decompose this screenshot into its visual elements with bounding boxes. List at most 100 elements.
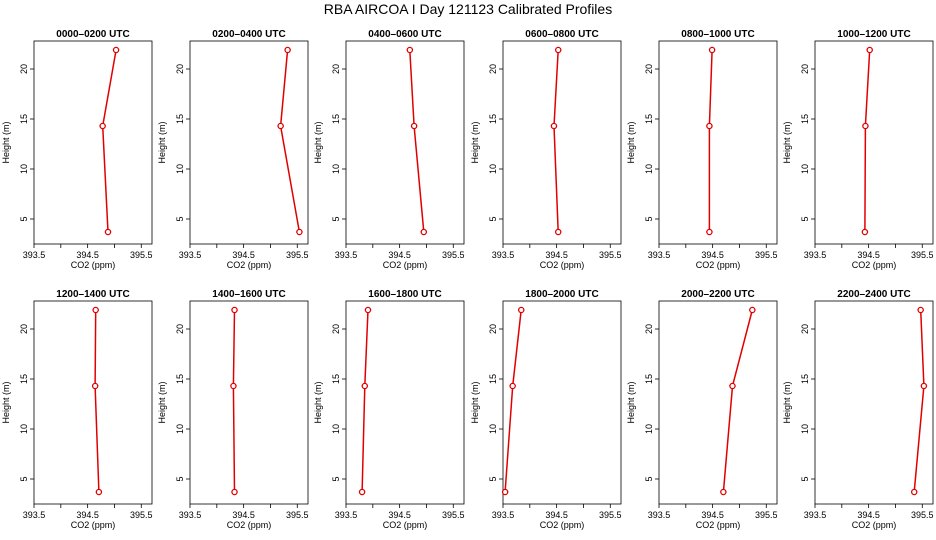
y-axis-label: Height (m) (313, 121, 323, 163)
data-point (509, 382, 516, 390)
panel-title: 0000–0200 UTC (56, 29, 129, 40)
y-tick-label: 20 (331, 64, 341, 74)
x-tick-label: 394.5 (76, 250, 99, 260)
x-axis-label: CO2 (ppm) (696, 260, 741, 270)
profile-line (101, 49, 117, 233)
y-tick-label: 5 (19, 216, 29, 221)
y-tick-label: 15 (644, 374, 654, 384)
y-tick-label: 10 (19, 424, 29, 434)
y-tick-label: 20 (488, 64, 498, 74)
y-tick-label: 15 (800, 114, 810, 124)
data-point (861, 228, 869, 236)
x-tick-label: 393.5 (492, 510, 515, 520)
y-tick-label: 20 (19, 324, 29, 334)
y-axis-label: Height (m) (1, 121, 11, 163)
data-point (406, 46, 414, 54)
data-point (92, 306, 99, 314)
plot-frame (502, 300, 622, 505)
panel-10: 1800–2000 UTC 393.5 394.5 395.5 5 10 15 20 CO2 (… (470, 289, 622, 530)
y-tick-label: 5 (644, 476, 654, 481)
data-point (361, 382, 369, 390)
panel-title: 1000–1200 UTC (837, 29, 910, 40)
panel-3: 0400–0600 UTC 393.5 394.5 395.5 5 10 15 20 CO2 (… (313, 29, 465, 270)
y-tick-label: 5 (644, 216, 654, 221)
y-tick-label: 5 (488, 476, 498, 481)
y-axis-label: Height (m) (626, 121, 636, 163)
profile-line (553, 49, 559, 233)
x-tick-label: 395.5 (755, 510, 778, 520)
panel-title: 1400–1600 UTC (212, 289, 285, 300)
data-point (749, 306, 756, 314)
profile-line (94, 309, 100, 493)
data-point (708, 46, 716, 54)
panel-6: 1000–1200 UTC 393.5 394.5 395.5 5 10 15 20 CO2 (… (782, 29, 934, 270)
x-tick-label: 394.5 (388, 510, 411, 520)
y-tick-label: 5 (488, 216, 498, 221)
panel-8: 1400–1600 UTC 393.5 394.5 395.5 5 10 15 20 CO2 (… (157, 289, 309, 530)
y-axis-label: Height (m) (782, 381, 792, 423)
plot-frame (33, 40, 153, 245)
panel-title: 0600–0800 UTC (525, 29, 598, 40)
profile-line (913, 309, 925, 493)
profile-line (361, 309, 369, 493)
plot-frame (658, 40, 778, 245)
x-axis-label: CO2 (ppm) (696, 520, 741, 530)
y-tick-label: 20 (175, 324, 185, 334)
y-tick-label: 5 (800, 476, 810, 481)
y-axis-label: Height (m) (157, 381, 167, 423)
plot-frame (345, 40, 465, 245)
x-tick-label: 394.5 (76, 510, 99, 520)
data-point (231, 306, 238, 314)
y-tick-label: 20 (644, 324, 654, 334)
profile-line (279, 49, 301, 233)
x-tick-label: 395.5 (755, 250, 778, 260)
y-tick-label: 5 (800, 216, 810, 221)
x-tick-label: 395.5 (130, 250, 153, 260)
y-tick-label: 15 (19, 114, 29, 124)
data-point (554, 46, 562, 54)
plot-frame (189, 300, 309, 505)
panel-title: 2000–2200 UTC (681, 289, 754, 300)
y-tick-label: 15 (331, 114, 341, 124)
panel-11: 2000–2200 UTC 393.5 394.5 395.5 5 10 15 20 CO2 (… (626, 289, 778, 530)
panel-12: 2200–2400 UTC 393.5 394.5 395.5 5 10 15 20 CO2 (… (782, 289, 934, 530)
y-tick-label: 10 (488, 164, 498, 174)
x-axis-label: CO2 (ppm) (540, 260, 585, 270)
data-point (91, 382, 99, 390)
panel-title: 0800–1000 UTC (681, 29, 754, 40)
panel-title: 1200–1400 UTC (56, 289, 129, 300)
plot-frame (658, 300, 778, 505)
data-point (917, 306, 924, 314)
y-tick-label: 15 (800, 374, 810, 384)
y-tick-label: 10 (488, 424, 498, 434)
plot-frame (502, 40, 622, 245)
profile-line (864, 49, 871, 233)
data-point (910, 488, 918, 496)
data-point (296, 228, 303, 236)
x-tick-label: 393.5 (804, 510, 827, 520)
x-tick-label: 394.5 (232, 510, 255, 520)
profile-line (409, 49, 425, 233)
x-tick-label: 395.5 (286, 250, 309, 260)
profile-line (722, 309, 754, 493)
x-tick-label: 395.5 (130, 510, 153, 520)
data-point (284, 46, 291, 54)
data-point (231, 488, 238, 496)
x-axis-label: CO2 (ppm) (852, 520, 897, 530)
x-tick-label: 393.5 (23, 510, 46, 520)
y-tick-label: 20 (175, 64, 185, 74)
panel-7: 1200–1400 UTC 393.5 394.5 395.5 5 10 15 20 CO2 (… (1, 289, 153, 530)
data-point (501, 488, 509, 496)
x-axis-label: CO2 (ppm) (227, 260, 272, 270)
x-tick-label: 393.5 (648, 510, 671, 520)
data-point (729, 382, 736, 390)
data-point (410, 122, 418, 130)
y-tick-label: 10 (800, 164, 810, 174)
x-tick-label: 395.5 (911, 250, 934, 260)
x-tick-label: 393.5 (179, 250, 202, 260)
y-tick-label: 20 (800, 324, 810, 334)
panel-1: 0000–0200 UTC 393.5 394.5 395.5 5 10 15 20 CO2 (… (1, 29, 153, 270)
y-tick-label: 5 (331, 216, 341, 221)
y-tick-label: 10 (175, 164, 185, 174)
